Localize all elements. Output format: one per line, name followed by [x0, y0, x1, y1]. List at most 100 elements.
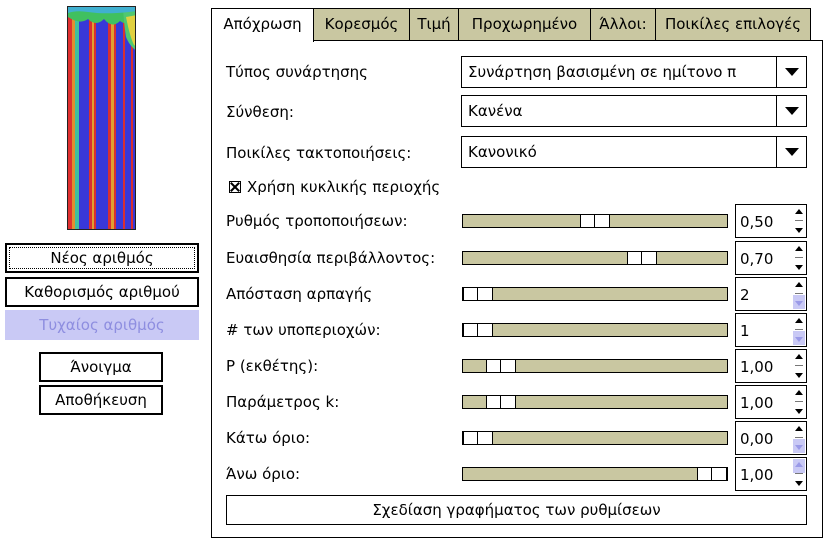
spin-arrows[interactable] — [792, 386, 806, 418]
slider-track[interactable] — [462, 395, 728, 409]
slider-thumb[interactable] — [463, 323, 493, 337]
spinbox-value: 2 — [740, 286, 750, 304]
slider-track[interactable] — [462, 287, 728, 301]
spinbox-value: 1 — [740, 322, 750, 340]
slider-label: Άνω όριο: — [226, 465, 301, 483]
slider-thumb[interactable] — [580, 214, 610, 228]
slider-label: P (εκθέτης): — [226, 357, 319, 375]
spin-divider — [795, 293, 803, 294]
spin-divider — [795, 473, 803, 474]
spin-arrows[interactable] — [792, 422, 806, 454]
spinbox-value: 1,00 — [740, 466, 774, 484]
spin-down-icon[interactable] — [795, 481, 803, 486]
spin-arrows[interactable] — [792, 458, 806, 490]
cyclic-range-checkbox[interactable] — [229, 181, 241, 193]
composition-select[interactable]: Κανένα — [461, 95, 807, 127]
slider-thumb[interactable] — [463, 431, 493, 445]
value-spinbox[interactable]: 2 — [735, 277, 807, 311]
spin-up-icon[interactable] — [795, 426, 803, 431]
spin-up-icon[interactable] — [795, 318, 803, 323]
set-number-button[interactable]: Καθορισμός αριθμού — [5, 277, 199, 307]
slider-label: # των υποπεριοχών: — [226, 321, 381, 339]
tab-value[interactable]: Τιμή — [409, 8, 459, 40]
spinbox-value: 1,00 — [740, 394, 774, 412]
cyclic-range-label[interactable]: Χρήση κυκλικής περιοχής — [247, 178, 441, 196]
misc-order-label: Ποικίλες τακτοποιήσεις: — [226, 144, 412, 162]
open-button[interactable]: Άνοιγμα — [39, 352, 163, 382]
new-number-button[interactable]: Νέος αριθμός — [5, 243, 199, 273]
spin-divider — [795, 257, 803, 258]
function-type-select[interactable]: Συνάρτηση βασισμένη σε ημίτονο π — [461, 56, 807, 88]
chevron-down-icon[interactable] — [776, 137, 806, 167]
tab-advanced[interactable]: Προχωρημένο — [458, 8, 591, 40]
slider-track[interactable] — [462, 467, 728, 481]
spin-down-icon[interactable] — [795, 301, 803, 306]
spin-divider — [795, 401, 803, 402]
gradient-preview-image — [68, 7, 135, 229]
spin-arrows[interactable] — [792, 278, 806, 310]
spinbox-value: 1,00 — [740, 358, 774, 376]
spin-up-icon[interactable] — [795, 354, 803, 359]
spin-down-icon[interactable] — [795, 445, 803, 450]
spinbox-value: 0,00 — [740, 430, 774, 448]
slider-thumb[interactable] — [486, 359, 516, 373]
value-spinbox[interactable]: 0,00 — [735, 421, 807, 455]
slider-label: Παράμετρος k: — [226, 393, 340, 411]
spin-divider — [795, 329, 803, 330]
spin-arrows[interactable] — [792, 350, 806, 382]
composition-value: Κανένα — [468, 102, 523, 120]
slider-thumb[interactable] — [627, 251, 657, 265]
spin-arrows[interactable] — [792, 314, 806, 346]
spin-down-icon[interactable] — [795, 265, 803, 270]
spin-up-icon[interactable] — [795, 462, 803, 467]
spin-up-icon[interactable] — [795, 246, 803, 251]
slider-label: Κάτω όριο: — [226, 429, 311, 447]
spin-down-icon[interactable] — [795, 337, 803, 342]
spin-up-icon[interactable] — [795, 282, 803, 287]
slider-thumb[interactable] — [697, 467, 727, 481]
spinbox-value: 0,50 — [740, 213, 774, 231]
slider-label: Ευαισθησία περιβάλλοντος: — [226, 249, 436, 267]
spin-divider — [795, 365, 803, 366]
slider-track[interactable] — [462, 323, 728, 337]
slider-track[interactable] — [462, 214, 728, 228]
value-spinbox[interactable]: 1,00 — [735, 349, 807, 383]
value-spinbox[interactable]: 1,00 — [735, 385, 807, 419]
value-spinbox[interactable]: 1 — [735, 313, 807, 347]
spin-up-icon[interactable] — [795, 209, 803, 214]
value-spinbox[interactable]: 1,00 — [735, 457, 807, 491]
composition-label: Σύνθεση: — [226, 103, 294, 121]
spin-arrows[interactable] — [792, 242, 806, 274]
tab-hue[interactable]: Απόχρωση — [211, 8, 314, 42]
tab-saturation[interactable]: Κορεσμός — [313, 8, 410, 40]
spin-divider — [795, 437, 803, 438]
random-number-button: Τυχαίος αριθμός — [5, 310, 199, 340]
function-type-value: Συνάρτηση βασισμένη σε ημίτονο π — [468, 63, 737, 81]
function-type-label: Τύπος συνάρτησης — [226, 63, 368, 81]
misc-order-value: Κανονικό — [468, 143, 537, 161]
chevron-down-icon[interactable] — [776, 96, 806, 126]
spin-down-icon[interactable] — [795, 373, 803, 378]
tab-misc-options[interactable]: Ποικίλες επιλογές — [655, 8, 811, 40]
spin-down-icon[interactable] — [795, 409, 803, 414]
spin-down-icon[interactable] — [795, 228, 803, 233]
slider-label: Ρυθμός τροποποιήσεων: — [226, 212, 408, 230]
misc-order-select[interactable]: Κανονικό — [461, 136, 807, 168]
slider-track[interactable] — [462, 431, 728, 445]
plot-settings-button[interactable]: Σχεδίαση γραφήματος των ρυθμίσεων — [226, 495, 807, 525]
slider-label: Απόσταση αρπαγής — [226, 285, 373, 303]
slider-track[interactable] — [462, 359, 728, 373]
slider-track[interactable] — [462, 251, 728, 265]
spin-arrows[interactable] — [792, 205, 806, 237]
save-button[interactable]: Αποθήκευση — [39, 385, 163, 415]
tab-others[interactable]: Άλλοι: — [590, 8, 656, 40]
chevron-down-icon[interactable] — [776, 57, 806, 87]
spin-up-icon[interactable] — [795, 390, 803, 395]
slider-thumb[interactable] — [486, 395, 516, 409]
spinbox-value: 0,70 — [740, 250, 774, 268]
gradient-preview — [67, 6, 136, 230]
value-spinbox[interactable]: 0,50 — [735, 204, 807, 238]
value-spinbox[interactable]: 0,70 — [735, 241, 807, 275]
slider-thumb[interactable] — [463, 287, 493, 301]
spin-divider — [795, 220, 803, 221]
